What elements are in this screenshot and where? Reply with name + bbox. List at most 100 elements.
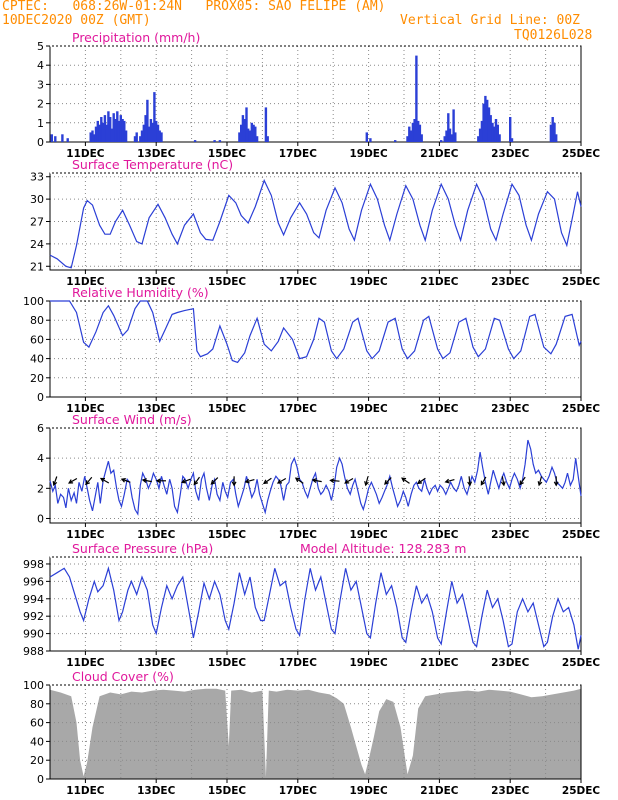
precip-bar bbox=[496, 124, 499, 142]
precip-bar bbox=[54, 136, 57, 142]
precip-bar bbox=[264, 107, 268, 142]
wind-arrow-shaft bbox=[312, 479, 322, 483]
precip-bar bbox=[213, 140, 216, 142]
precip-bar bbox=[493, 126, 496, 142]
wind-arrow-shaft bbox=[384, 477, 392, 485]
precip-bar bbox=[498, 134, 501, 142]
wind-arrow-head bbox=[364, 481, 369, 487]
x-tick-label: 23DEC bbox=[491, 785, 530, 797]
x-tick-label: 11DEC bbox=[66, 276, 105, 288]
precip-bar bbox=[266, 136, 269, 142]
x-tick-label: 15DEC bbox=[208, 148, 247, 160]
y-tick-label: 998 bbox=[23, 558, 44, 571]
precip-bar bbox=[448, 128, 452, 142]
x-tick-label: 13DEC bbox=[137, 785, 176, 797]
precip-bar bbox=[443, 136, 446, 142]
x-tick-label: 11DEC bbox=[66, 148, 105, 160]
y-tick-label: 990 bbox=[23, 628, 44, 641]
x-tick-label: 11DEC bbox=[66, 657, 105, 669]
x-tick-label: 15DEC bbox=[208, 657, 247, 669]
precip-bar bbox=[144, 115, 147, 142]
precip-bar bbox=[454, 132, 457, 142]
x-tick-label: 13DEC bbox=[137, 657, 176, 669]
wind-arrow-head bbox=[52, 481, 58, 487]
precip-bar bbox=[114, 119, 117, 142]
y-tick-label: 40 bbox=[30, 353, 44, 366]
precip-bar bbox=[110, 128, 114, 142]
wind-arrow-shaft bbox=[468, 476, 471, 486]
x-tick-label: 19DEC bbox=[349, 657, 388, 669]
precip-bar bbox=[411, 122, 415, 142]
x-tick-label: 11DEC bbox=[66, 529, 105, 541]
y-tick-label: 40 bbox=[30, 735, 44, 748]
precip-bar bbox=[478, 128, 482, 142]
precip-bar bbox=[409, 130, 413, 142]
series-line bbox=[50, 300, 582, 364]
precip-bar bbox=[245, 107, 248, 142]
x-tick-label: 25DEC bbox=[562, 403, 601, 415]
precip-bar bbox=[418, 124, 422, 142]
precip-bar bbox=[480, 120, 484, 142]
cloud-cover-area bbox=[50, 688, 581, 779]
wind-arrow-head bbox=[500, 481, 506, 487]
wind-arrow-head bbox=[244, 478, 250, 484]
panel-title: Surface Pressure (hPa) bbox=[72, 541, 213, 556]
precip-bar bbox=[116, 111, 119, 142]
precip-bar bbox=[50, 134, 53, 142]
precip-bar bbox=[94, 126, 98, 142]
wind-arrow-shaft bbox=[480, 476, 487, 485]
precip-bar bbox=[140, 130, 144, 142]
wind-arrow-shaft bbox=[245, 479, 255, 483]
y-tick-label: 6 bbox=[37, 422, 44, 435]
wind-arrow-shaft bbox=[277, 477, 287, 484]
y-tick-label: 996 bbox=[23, 575, 44, 588]
header-run-date: 10DEC2020 00Z (GMT) bbox=[2, 13, 151, 28]
wind-arrow-head bbox=[120, 478, 126, 483]
precip-bar bbox=[482, 103, 485, 142]
y-tick-label: 27 bbox=[30, 216, 44, 229]
precip-bar bbox=[248, 130, 252, 142]
x-tick-label: 23DEC bbox=[491, 148, 530, 160]
wind-arrow-shaft bbox=[181, 478, 191, 483]
y-tick-label: 21 bbox=[30, 260, 44, 273]
wind-arrow-shaft bbox=[53, 476, 58, 486]
precip-bar bbox=[151, 122, 154, 142]
precip-bar bbox=[123, 120, 126, 142]
wind-arrow-head bbox=[416, 479, 423, 485]
x-tick-label: 11DEC bbox=[66, 785, 105, 797]
x-tick-label: 25DEC bbox=[562, 148, 601, 160]
precip-bar bbox=[135, 132, 138, 142]
precip-bar bbox=[243, 119, 246, 142]
series-line bbox=[49, 566, 582, 650]
precip-bar bbox=[365, 132, 368, 142]
precip-bar bbox=[486, 99, 489, 142]
precip-bar bbox=[241, 115, 245, 142]
wind-arrow-shaft bbox=[445, 479, 455, 483]
wind-arrow-head bbox=[262, 479, 269, 485]
panel-frame bbox=[49, 45, 582, 143]
wind-arrow-head bbox=[193, 480, 199, 486]
precip-bar bbox=[487, 107, 491, 142]
x-tick-label: 23DEC bbox=[491, 529, 530, 541]
precip-bar bbox=[394, 140, 397, 142]
precip-bar bbox=[112, 113, 115, 142]
precip-bar bbox=[66, 138, 69, 142]
precip-bar bbox=[551, 117, 554, 142]
precip-bar bbox=[510, 138, 514, 142]
precip-bar bbox=[153, 92, 156, 142]
precip-bar bbox=[489, 115, 492, 142]
precip-bar bbox=[121, 119, 124, 142]
precip-bar bbox=[413, 119, 416, 142]
y-tick-label: 0 bbox=[37, 512, 44, 525]
y-tick-label: 2 bbox=[37, 482, 44, 495]
x-tick-label: 19DEC bbox=[349, 276, 388, 288]
precip-bar bbox=[417, 120, 420, 142]
precip-bar bbox=[100, 117, 103, 142]
x-tick-label: 19DEC bbox=[349, 148, 388, 160]
precip-bar bbox=[420, 134, 423, 142]
wind-arrow-head bbox=[231, 481, 237, 487]
x-tick-label: 23DEC bbox=[491, 403, 530, 415]
series-line bbox=[49, 439, 582, 516]
precip-bar bbox=[484, 95, 487, 142]
